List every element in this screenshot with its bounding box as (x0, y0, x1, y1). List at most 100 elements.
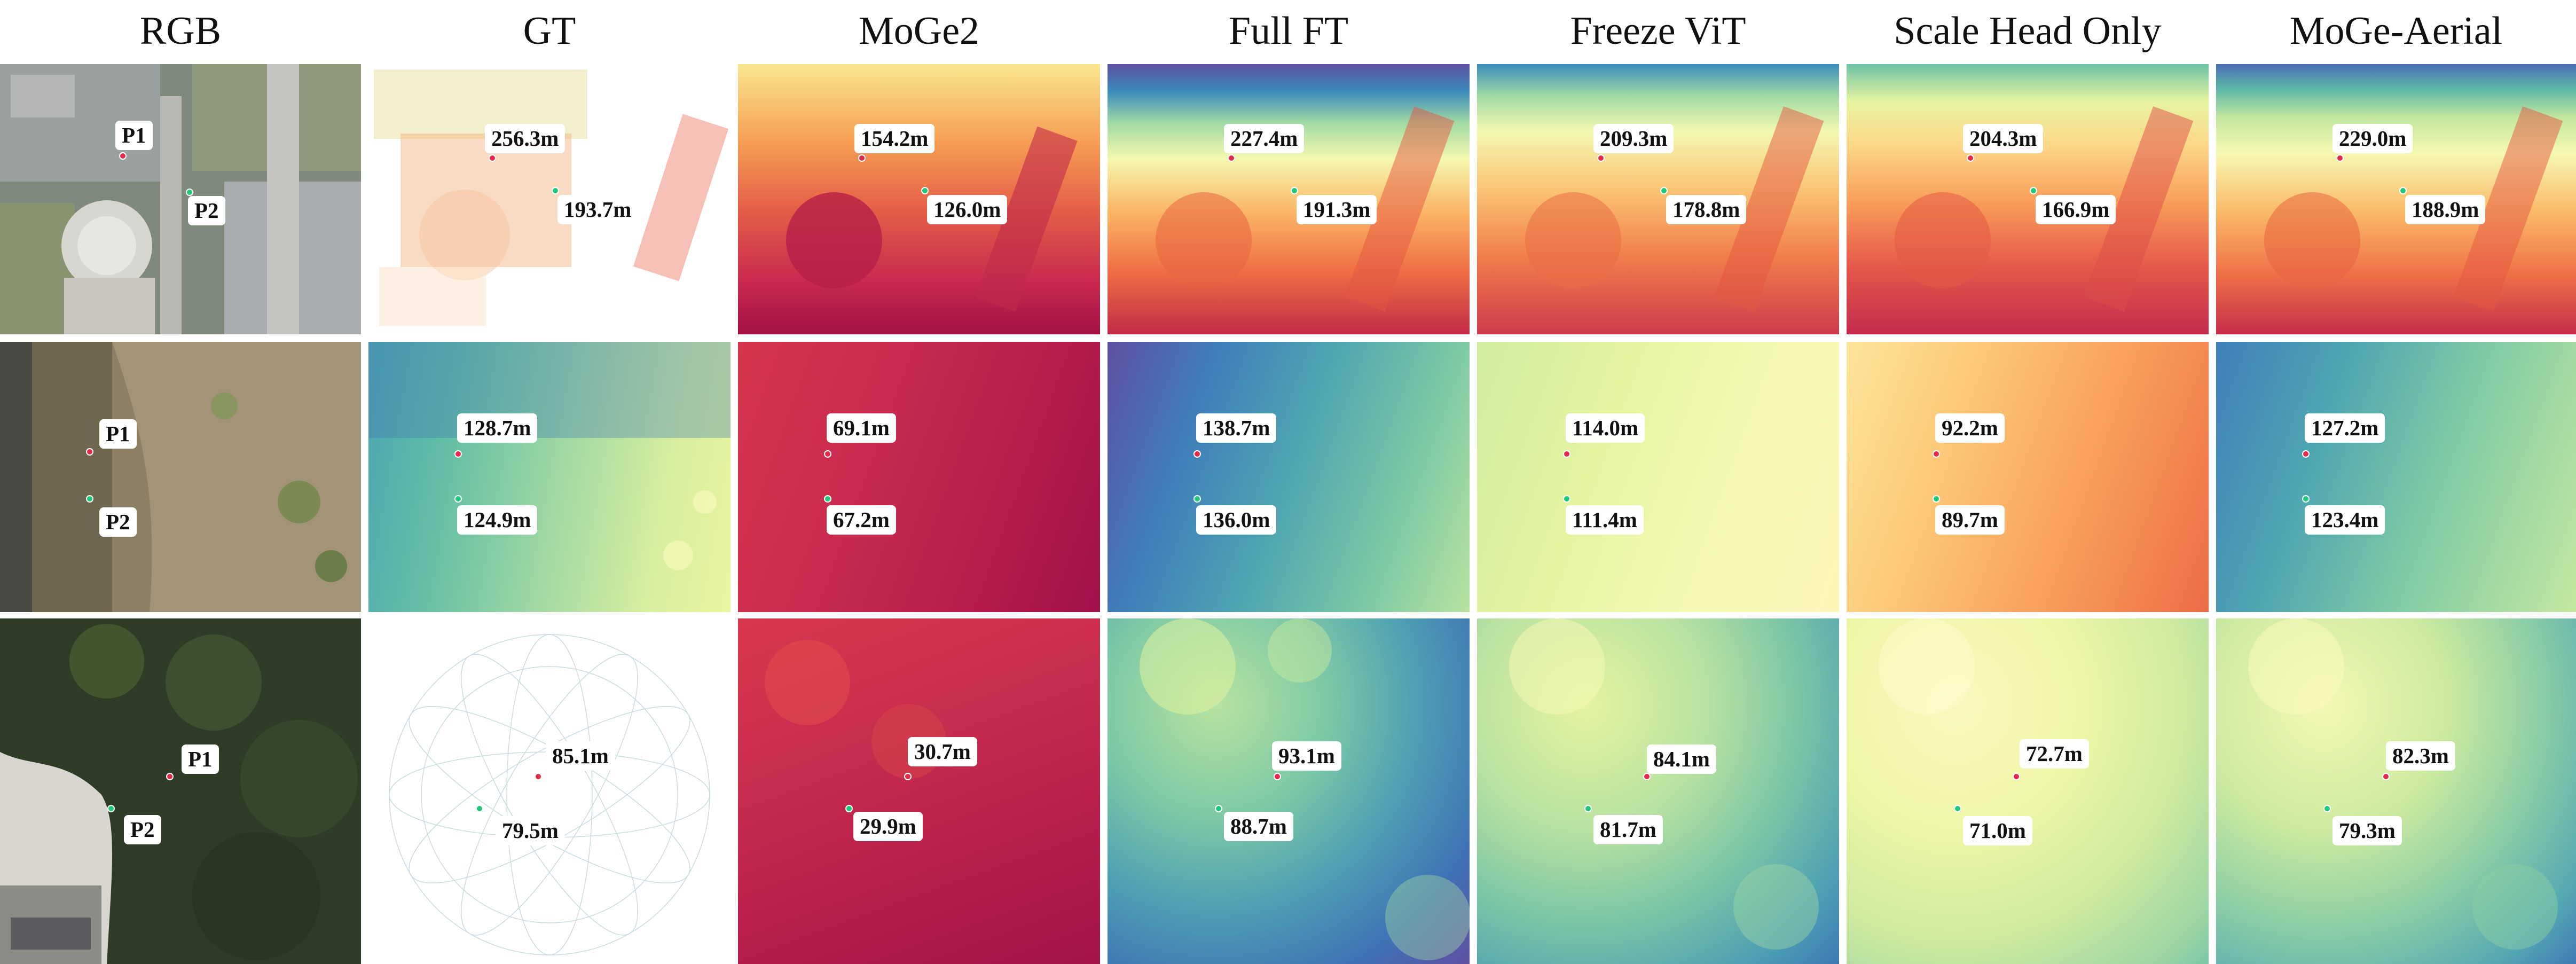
p2-marker (454, 495, 462, 503)
column-header-scale-head-only: Scale Head Only (1894, 9, 2162, 53)
p2-marker (476, 805, 483, 812)
p1-marker (858, 154, 866, 162)
scale-head-only-depth-row1: 204.3m 166.9m (1847, 64, 2209, 334)
p1-marker (489, 154, 496, 162)
moge-aerial-p2-value: 123.4m (2305, 505, 2385, 535)
full-ft-p1-value: 138.7m (1196, 413, 1277, 443)
sparse-point-cloud (374, 69, 729, 326)
scale-head-only-depth-row2: 92.2m 89.7m (1847, 342, 2209, 612)
full-ft-depth-row2: 138.7m 136.0m (1108, 342, 1470, 612)
p2-marker (186, 189, 193, 196)
freeze-vit-p1-value: 84.1m (1647, 744, 1716, 774)
p1-marker (1228, 154, 1235, 162)
p2-marker (1291, 187, 1298, 194)
column-header-moge-aerial: MoGe-Aerial (2289, 9, 2503, 53)
p2-label: P2 (124, 815, 161, 845)
gt-depth-row2: 128.7m 124.9m (368, 342, 731, 612)
p1-marker (1274, 773, 1281, 780)
freeze-vit-p2-value: 81.7m (1593, 815, 1663, 845)
moge2-p1-value: 69.1m (827, 413, 896, 443)
full-ft-p2-value: 136.0m (1196, 505, 1277, 535)
rgb-image-row3: P1 P2 (0, 618, 361, 964)
p1-marker (824, 450, 831, 458)
p2-marker (1215, 805, 1222, 812)
gt-p2-value: 124.9m (457, 505, 538, 535)
p1-marker (119, 152, 127, 160)
freeze-vit-p1-value: 209.3m (1593, 124, 1674, 154)
gt-p1-value: 85.1m (546, 741, 615, 771)
full-ft-depth-row1: 227.4m 191.3m (1108, 64, 1470, 334)
scale-head-only-p2-value: 71.0m (1963, 816, 2032, 846)
scale-head-only-p1-value: 92.2m (1935, 413, 2005, 443)
freeze-vit-depth-row1: 209.3m 178.8m (1477, 64, 1839, 334)
p2-marker (1933, 495, 1940, 503)
moge-aerial-p1-value: 127.2m (2305, 413, 2385, 443)
column-header-gt: GT (523, 9, 576, 53)
p2-marker (824, 495, 831, 503)
depth-structures (368, 342, 731, 570)
p1-marker (86, 448, 93, 456)
moge2-p1-value: 30.7m (908, 737, 977, 767)
scale-head-only-p1-value: 204.3m (1963, 124, 2044, 154)
gt-p1-value: 256.3m (485, 124, 566, 154)
full-ft-p1-value: 93.1m (1272, 741, 1341, 771)
p2-marker (1660, 187, 1668, 194)
depth-structures (1879, 618, 1975, 715)
aerial-photo-campus (0, 64, 361, 334)
p2-marker (2302, 495, 2310, 503)
depth-structures (1140, 618, 1470, 960)
column-header-freeze-vit: Freeze ViT (1570, 9, 1746, 53)
p1-marker (535, 773, 542, 780)
depth-structures (2264, 106, 2563, 312)
p1-marker (1597, 154, 1605, 162)
p1-label: P1 (182, 744, 219, 774)
p2-marker (552, 187, 559, 194)
moge2-depth-row3: 30.7m 29.9m (738, 618, 1100, 964)
p2-marker (2030, 187, 2037, 194)
depth-structures (1509, 618, 1819, 950)
p2-marker (921, 187, 929, 194)
moge-aerial-p2-value: 79.3m (2332, 816, 2402, 846)
p1-marker (2382, 773, 2390, 780)
p1-marker (2013, 773, 2020, 780)
freeze-vit-depth-row3: 84.1m 81.7m (1477, 618, 1839, 964)
rgb-image-row2: P1 P2 (0, 342, 361, 612)
moge2-depth-row1: 154.2m 126.0m (738, 64, 1100, 334)
freeze-vit-p2-value: 111.4m (1566, 505, 1644, 535)
moge2-p2-value: 126.0m (927, 195, 1008, 225)
depth-structures (786, 126, 1078, 312)
p2-marker (1584, 805, 1592, 812)
p1-marker (2302, 450, 2310, 458)
moge-aerial-p1-value: 229.0m (2332, 124, 2413, 154)
column-header-moge2: MoGe2 (858, 9, 980, 53)
depth-structures (1525, 106, 1824, 312)
p2-label: P2 (99, 507, 137, 537)
moge-aerial-p1-value: 82.3m (2386, 741, 2455, 771)
moge-aerial-p2-value: 188.9m (2405, 195, 2486, 225)
moge2-p2-value: 67.2m (827, 505, 896, 535)
aerial-photo-riverbank (0, 342, 361, 612)
moge-aerial-depth-row2: 127.2m 123.4m (2216, 342, 2576, 612)
depth-structures (765, 640, 946, 779)
gt-p1-value: 128.7m (457, 413, 538, 443)
p1-label: P1 (99, 419, 137, 449)
p1-marker (1643, 773, 1651, 780)
gt-p2-value: 193.7m (557, 195, 638, 225)
freeze-vit-p2-value: 178.8m (1666, 195, 1747, 225)
p2-label: P2 (188, 196, 225, 226)
moge2-p2-value: 29.9m (853, 812, 923, 842)
p2-marker (2399, 187, 2407, 194)
p2-marker (2323, 805, 2331, 812)
column-header-rgb: RGB (139, 9, 222, 53)
p1-marker (166, 773, 174, 780)
moge2-depth-row2: 69.1m 67.2m (738, 342, 1100, 612)
p1-label: P1 (115, 121, 153, 151)
moge-aerial-depth-row1: 229.0m 188.9m (2216, 64, 2576, 334)
gt-depth-row1: 256.3m 193.7m (368, 64, 731, 334)
freeze-vit-depth-row2: 114.0m 111.4m (1477, 342, 1839, 612)
depth-structures (1895, 106, 2194, 312)
p2-marker (1193, 495, 1201, 503)
full-ft-p2-value: 191.3m (1297, 195, 1377, 225)
p1-marker (904, 773, 912, 780)
p1-marker (1193, 450, 1201, 458)
